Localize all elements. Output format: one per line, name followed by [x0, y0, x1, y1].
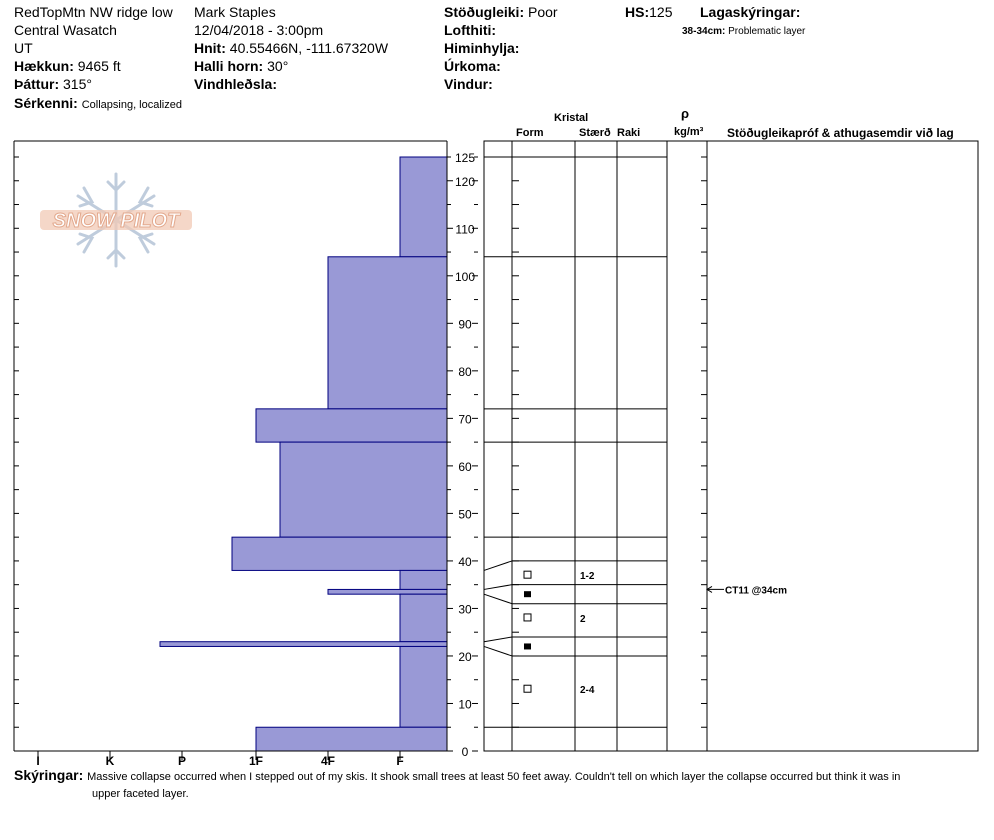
snow-height: HS:125 [625, 4, 672, 20]
layer-note-range: 38-34cm: [682, 26, 726, 37]
hardness-tick-label: 1F [249, 754, 263, 768]
features: Sérkenni: Collapsing, localized [14, 95, 182, 113]
hardness-bar [399, 645, 448, 728]
hardness-tick-label: I [36, 754, 39, 768]
density-unit: kg/m³ [674, 126, 704, 138]
crystal-table-frame [483, 140, 979, 752]
surface-hoar-icon [524, 591, 531, 598]
footer-notes: Skýringar: Massive collapse occurred whe… [14, 767, 900, 785]
hardness-tick-label: F [396, 754, 403, 768]
layer-note: 38-34cm: Problematic layer [682, 24, 805, 40]
notes-text-line1: Massive collapse occurred when I stepped… [87, 771, 901, 783]
layer-connector [483, 593, 513, 605]
faceted-crystal-icon [523, 570, 532, 579]
precipitation-label: Úrkoma: [444, 58, 501, 74]
coords-value: 40.55466N, -111.67320W [229, 40, 389, 56]
hardness-bar [327, 588, 448, 595]
hs-label: HS: [625, 4, 650, 20]
slope-label: Halli horn: [194, 58, 264, 74]
mountain-range: Central Wasatch [14, 22, 117, 38]
depth-tick-label: 110 [455, 222, 474, 236]
hardness-bar [327, 256, 448, 410]
depth-tick-label: 30 [458, 602, 472, 616]
aspect: Þáttur: 315° [14, 76, 92, 92]
elevation-value: 9465 ft [77, 58, 121, 74]
form-header: Form [516, 127, 544, 139]
size-header: Stærð [579, 127, 611, 139]
layer-note-text: Problematic layer [728, 26, 806, 37]
crystal-size-label: 1-2 [580, 571, 595, 582]
hardness-bar [255, 408, 448, 443]
layer-connector [483, 584, 513, 590]
wind-label: Vindur: [444, 76, 493, 92]
hs-value: 125 [649, 4, 673, 20]
hardness-tick-label: 4F [321, 754, 335, 768]
hardness-bar [159, 641, 448, 647]
depth-tick-label: 70 [458, 412, 472, 426]
tests-header: Stöðugleikapróf & athugasemdir við lag [727, 126, 954, 140]
surface-hoar-icon [524, 643, 531, 650]
logo-text: SNOW PILOT [53, 210, 181, 232]
hardness-bar [255, 726, 448, 752]
depth-tick-label: 40 [458, 555, 472, 569]
aspect-value: 315° [63, 76, 92, 92]
depth-tick-label: 80 [458, 365, 472, 379]
layer-connector [483, 560, 513, 571]
sky-cover-label: Himinhylja: [444, 40, 520, 56]
moisture-header: Raki [617, 127, 641, 139]
hardness-bar [399, 593, 448, 643]
hardness-tick-label: K [106, 754, 115, 768]
density-symbol: ρ [681, 106, 690, 121]
slope-angle: Halli horn: 30° [194, 58, 288, 74]
depth-tick-label: 90 [458, 317, 472, 331]
faceted-crystal-icon [523, 613, 532, 622]
faceted-crystal-icon [523, 684, 532, 693]
depth-tick-label: 100 [455, 270, 475, 284]
state: UT [14, 40, 33, 56]
depth-tick-label: 20 [458, 650, 472, 664]
layer-notes-label: Lagaskýringar: [700, 4, 801, 20]
stability-value: Poor [528, 4, 558, 20]
features-label: Sérkenni: [14, 95, 78, 111]
coords-label: Hnit: [194, 40, 226, 56]
observation-datetime: 12/04/2018 - 3:00pm [194, 22, 324, 38]
hardness-bar [399, 569, 448, 590]
stability-label: Stöðugleiki: [444, 4, 525, 20]
depth-tick-label: 60 [458, 460, 472, 474]
depth-tick-label: 125 [455, 151, 475, 165]
elevation-label: Hækkun: [14, 58, 74, 74]
snowpilot-logo: SNOW PILOT [40, 172, 192, 268]
hardness-bar [279, 441, 448, 538]
crystal-header: Kristal [554, 112, 589, 124]
hardness-bar [231, 536, 448, 571]
hardness-bar [399, 156, 448, 258]
notes-text-line2: upper faceted layer. [92, 788, 189, 800]
elevation: Hækkun: 9465 ft [14, 58, 121, 74]
layer-connector [483, 636, 513, 643]
depth-tick-label: 50 [458, 507, 472, 521]
stability: Stöðugleiki: Poor [444, 4, 558, 20]
depth-tick-label: 0 [462, 745, 469, 759]
aspect-label: Þáttur: [14, 76, 60, 92]
hardness-tick-label: P [178, 754, 186, 768]
air-temp-label: Lofthiti: [444, 22, 497, 38]
slope-value: 30° [267, 58, 289, 74]
coordinates: Hnit: 40.55466N, -111.67320W [194, 40, 388, 56]
depth-tick-label: 10 [458, 697, 472, 711]
notes-label: Skýringar: [14, 767, 84, 783]
features-value: Collapsing, localized [81, 99, 182, 111]
crystal-size-label: 2 [580, 614, 586, 625]
observer-name: Mark Staples [194, 4, 276, 20]
layer-connector [483, 645, 513, 657]
test-result-arrowhead [706, 586, 713, 593]
depth-tick-label: 120 [455, 175, 475, 189]
location-name: RedTopMtn NW ridge low [14, 4, 173, 20]
test-result-label: CT11 @34cm [725, 585, 787, 596]
wind-loading-label: Vindhleðsla: [194, 76, 277, 92]
crystal-size-label: 2-4 [580, 685, 595, 696]
